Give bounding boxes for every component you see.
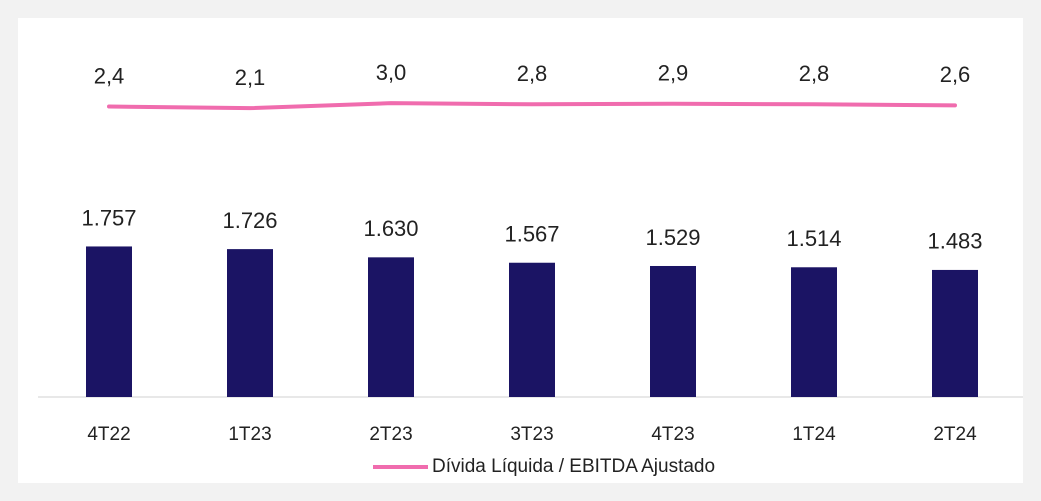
- line-value-label: 3,0: [376, 60, 407, 85]
- bar-value-label: 1.567: [504, 222, 559, 247]
- bar-value-label: 1.529: [645, 225, 700, 250]
- plot-background: [18, 18, 1023, 483]
- bar: [791, 267, 837, 397]
- bar-value-label: 1.514: [786, 226, 841, 251]
- bar: [932, 269, 978, 397]
- bar: [650, 265, 696, 397]
- bar-value-label: 1.757: [81, 205, 136, 230]
- legend-label: Dívida Líquida / EBITDA Ajustado: [432, 456, 715, 477]
- x-tick-label: 1T23: [228, 424, 271, 445]
- bar-value-label: 1.726: [222, 208, 277, 233]
- x-tick-label: 4T22: [87, 424, 130, 445]
- line: [107, 101, 957, 111]
- line-value-label: 2,8: [799, 61, 830, 86]
- bar-value-label: 1.483: [927, 229, 982, 254]
- bar: [227, 249, 273, 397]
- line-value-label: 2,6: [940, 62, 971, 87]
- x-tick-label: 3T23: [510, 424, 553, 445]
- bar: [368, 257, 414, 397]
- line-value-label: 2,4: [94, 63, 125, 88]
- x-tick-label: 1T24: [792, 424, 836, 445]
- bar: [509, 262, 555, 397]
- x-tick-label: 2T23: [369, 424, 412, 445]
- bar: [86, 246, 132, 397]
- bar-value-label: 1.630: [363, 216, 418, 241]
- line-value-label: 2,9: [658, 61, 689, 86]
- line-value-label: 2,8: [517, 61, 548, 86]
- line-value-label: 2,1: [235, 65, 266, 90]
- x-tick-label: 4T23: [651, 424, 694, 445]
- x-tick-label: 2T24: [933, 424, 977, 445]
